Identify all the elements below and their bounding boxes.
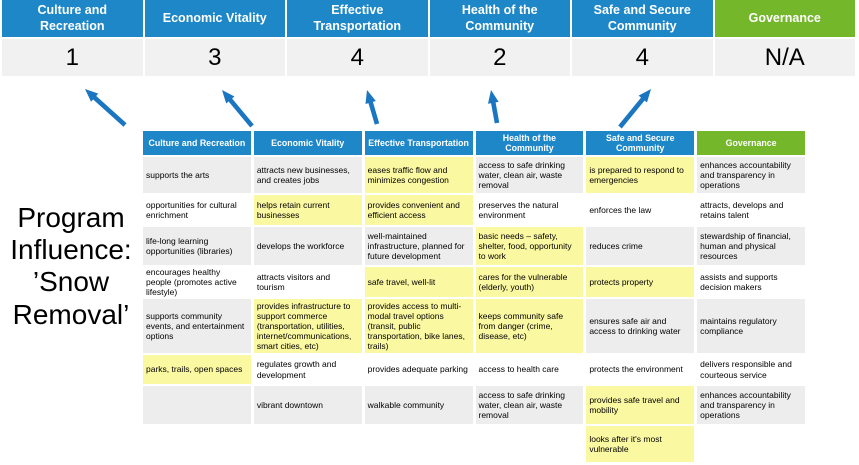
matrix-cell-empty xyxy=(143,426,251,462)
matrix-cell: opportunities for cultural enrichment xyxy=(143,195,251,225)
program-label-line: Influence: xyxy=(10,234,132,266)
matrix-cell: basic needs – safety, shelter, food, opp… xyxy=(475,227,584,265)
matrix-cell-empty xyxy=(364,426,473,462)
arrow-up-icon xyxy=(222,90,254,128)
matrix-cell: regulates growth and development xyxy=(253,355,362,384)
banner-economic-vitality: Economic Vitality xyxy=(144,0,285,37)
score-economic-vitality: 3 xyxy=(144,39,285,76)
matrix-cell: provides infrastructure to support comme… xyxy=(253,299,362,353)
banner-governance: Governance xyxy=(714,0,855,37)
matrix-cell: provides safe travel and mobility xyxy=(586,386,695,424)
matrix-cell: vibrant downtown xyxy=(253,386,362,424)
matrix-cell: provides convenient and efficient access xyxy=(364,195,473,225)
arrow-up-icon xyxy=(365,90,380,125)
banner-health-of-the-community: Health of the Community xyxy=(429,0,570,37)
program-influence-label: Program Influence: ’Snow Removal’ xyxy=(0,202,142,331)
matrix-column-header: Health of the Community xyxy=(475,131,584,155)
matrix-cell: looks after it's most vulnerable xyxy=(586,426,695,462)
matrix-cell: supports community events, and entertain… xyxy=(143,299,251,353)
score-effective-transportation: 4 xyxy=(287,39,428,76)
matrix-column-header: Effective Transportation xyxy=(364,131,473,155)
arrow-up-icon xyxy=(85,89,127,127)
matrix-cell-empty xyxy=(697,426,805,462)
matrix-cell: provides access to multi-modal travel op… xyxy=(364,299,473,353)
matrix-cell: cares for the vulnerable (elderly, youth… xyxy=(475,267,584,297)
matrix-cell: access to safe drinking water, clean air… xyxy=(475,386,584,424)
matrix-cell: stewardship of financial, human and phys… xyxy=(697,227,805,265)
matrix-cell: enhances accountability and transparency… xyxy=(697,386,805,424)
banner-safe-and-secure-community: Safe and Secure Community xyxy=(572,0,713,37)
matrix-cell: attracts visitors and tourism xyxy=(253,267,362,297)
matrix-cell: enhances accountability and transparency… xyxy=(697,157,805,193)
matrix-cell: develops the workforce xyxy=(253,227,362,265)
arrow-up-icon xyxy=(488,90,500,124)
program-label-line: ’Snow xyxy=(32,266,110,298)
score-row: 1 3 4 2 4 N/A xyxy=(2,39,855,76)
matrix-cell-empty xyxy=(143,386,251,424)
matrix-cell: walkable community xyxy=(364,386,473,424)
matrix-cell: is prepared to respond to emergencies xyxy=(586,157,695,193)
matrix-cell: eases traffic flow and minimizes congest… xyxy=(364,157,473,193)
matrix-cell: provides adequate parking xyxy=(364,355,473,384)
banner-effective-transportation: Effective Transportation xyxy=(287,0,428,37)
matrix-column-header: Culture and Recreation xyxy=(143,131,251,155)
matrix-column-header: Economic Vitality xyxy=(253,131,362,155)
matrix-cell: attracts, develops and retains talent xyxy=(697,195,805,225)
matrix-cell: protects the environment xyxy=(586,355,695,384)
matrix-column-header: Governance xyxy=(697,131,805,155)
program-label-line: Program xyxy=(17,202,125,233)
matrix-cell: encourages healthy people (promotes acti… xyxy=(143,267,251,297)
matrix-cell: access to health care xyxy=(475,355,584,384)
matrix-cell: reduces crime xyxy=(586,227,695,265)
score-health-of-the-community: 2 xyxy=(429,39,570,76)
score-culture-and-recreation: 1 xyxy=(2,39,143,76)
matrix-cell: ensures safe air and access to drinking … xyxy=(586,299,695,353)
matrix-cell: supports the arts xyxy=(143,157,251,193)
matrix-cell: keeps community safe from danger (crime,… xyxy=(475,299,584,353)
matrix-cell: protects property xyxy=(586,267,695,297)
matrix-cell: parks, trails, open spaces xyxy=(143,355,251,384)
matrix-cell: maintains regulatory compliance xyxy=(697,299,805,353)
matrix-cell: preserves the natural environment xyxy=(475,195,584,225)
matrix-cell-empty xyxy=(475,426,584,462)
matrix-cell: access to safe drinking water, clean air… xyxy=(475,157,584,193)
matrix-cell: well-maintained infrastructure, planned … xyxy=(364,227,473,265)
priority-banner: Culture and Recreation Economic Vitality… xyxy=(2,0,855,37)
banner-culture-and-recreation: Culture and Recreation xyxy=(2,0,143,37)
matrix-cell: delivers responsible and courteous servi… xyxy=(697,355,805,384)
arrow-up-icon xyxy=(618,89,651,129)
matrix-cell: enforces the law xyxy=(586,195,695,225)
program-label-line: Removal’ xyxy=(12,298,130,330)
matrix-cell-empty xyxy=(253,426,362,462)
priority-matrix-table: Culture and Recreation Economic Vitality E… xyxy=(143,131,805,462)
matrix-cell: life-long learning opportunities (librar… xyxy=(143,227,251,265)
matrix-cell: attracts new businesses, and creates job… xyxy=(253,157,362,193)
score-governance: N/A xyxy=(714,39,855,76)
matrix-cell: safe travel, well-lit xyxy=(364,267,473,297)
matrix-cell: helps retain current businesses xyxy=(253,195,362,225)
score-safe-and-secure-community: 4 xyxy=(572,39,713,76)
matrix-cell: assists and supports decision makers xyxy=(697,267,805,297)
matrix-column-header: Safe and Secure Community xyxy=(586,131,695,155)
